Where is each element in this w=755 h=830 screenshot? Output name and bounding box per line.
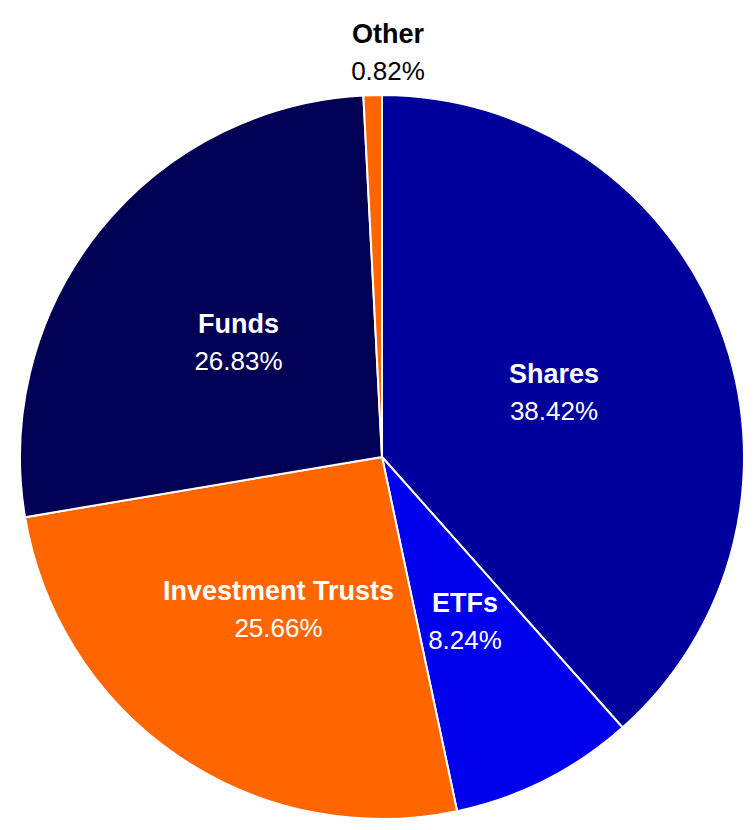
svg-text:38.42%: 38.42% <box>510 396 598 426</box>
svg-text:Investment Trusts: Investment Trusts <box>163 576 394 606</box>
svg-text:Funds: Funds <box>198 309 279 339</box>
svg-text:26.83%: 26.83% <box>194 346 282 376</box>
svg-text:8.24%: 8.24% <box>428 625 502 655</box>
svg-text:Other: Other <box>352 19 425 49</box>
svg-text:0.82%: 0.82% <box>351 56 425 86</box>
svg-text:ETFs: ETFs <box>432 588 498 618</box>
svg-text:Shares: Shares <box>509 359 599 389</box>
svg-text:25.66%: 25.66% <box>234 613 322 643</box>
